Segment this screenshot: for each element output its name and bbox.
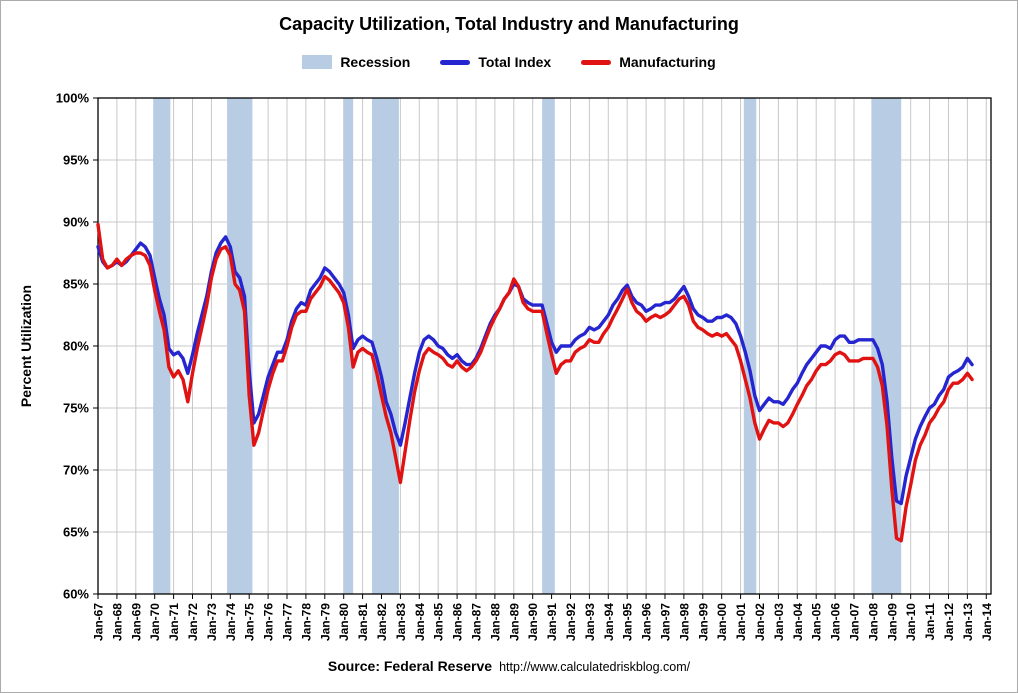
svg-text:Jan-96: Jan-96 bbox=[640, 603, 654, 641]
svg-text:Jan-88: Jan-88 bbox=[488, 603, 502, 641]
legend-label-total-index: Total Index bbox=[478, 54, 552, 70]
svg-text:65%: 65% bbox=[63, 525, 89, 540]
svg-text:Jan-09: Jan-09 bbox=[885, 603, 899, 641]
svg-text:Jan-74: Jan-74 bbox=[224, 603, 238, 641]
total-index-swatch bbox=[440, 59, 471, 65]
svg-text:Jan-13: Jan-13 bbox=[961, 603, 975, 641]
recession-band bbox=[372, 98, 399, 594]
svg-text:Jan-70: Jan-70 bbox=[148, 603, 162, 641]
svg-text:Jan-95: Jan-95 bbox=[621, 603, 635, 641]
svg-text:Jan-06: Jan-06 bbox=[829, 603, 843, 641]
svg-text:Jan-03: Jan-03 bbox=[772, 603, 786, 641]
svg-text:70%: 70% bbox=[63, 463, 89, 478]
legend-item-recession: Recession bbox=[302, 54, 410, 70]
svg-text:Jan-73: Jan-73 bbox=[205, 603, 219, 641]
svg-text:Jan-75: Jan-75 bbox=[243, 603, 257, 641]
svg-text:Jan-07: Jan-07 bbox=[847, 603, 861, 641]
svg-text:Jan-72: Jan-72 bbox=[186, 603, 200, 641]
svg-text:Jan-71: Jan-71 bbox=[167, 603, 181, 641]
recession-band bbox=[343, 98, 354, 594]
svg-text:Jan-84: Jan-84 bbox=[413, 603, 427, 641]
svg-text:Jan-00: Jan-00 bbox=[715, 603, 729, 641]
svg-text:Jan-97: Jan-97 bbox=[658, 603, 672, 641]
svg-text:Jan-01: Jan-01 bbox=[734, 603, 748, 641]
legend-label-recession: Recession bbox=[340, 54, 411, 70]
svg-text:Jan-12: Jan-12 bbox=[942, 603, 956, 641]
svg-text:Jan-78: Jan-78 bbox=[299, 603, 313, 641]
svg-text:Jan-68: Jan-68 bbox=[110, 603, 124, 641]
svg-text:Jan-67: Jan-67 bbox=[92, 603, 106, 641]
svg-text:Jan-93: Jan-93 bbox=[583, 603, 597, 641]
svg-text:95%: 95% bbox=[63, 153, 89, 168]
svg-text:Jan-05: Jan-05 bbox=[810, 603, 824, 641]
legend-item-total-index: Total Index bbox=[440, 54, 551, 70]
svg-text:Jan-86: Jan-86 bbox=[451, 603, 465, 641]
svg-text:Jan-99: Jan-99 bbox=[696, 603, 710, 641]
x-axis: Jan-67 Jan-68 Jan-69 Jan-70 Jan-71 Jan-72 Jan-… bbox=[92, 594, 994, 641]
svg-text:Jan-83: Jan-83 bbox=[394, 603, 408, 641]
svg-text:Jan-02: Jan-02 bbox=[753, 603, 767, 641]
svg-text:Jan-91: Jan-91 bbox=[545, 603, 559, 641]
legend-item-manufacturing: Manufacturing bbox=[581, 54, 716, 70]
legend: Recession Total Index Manufacturing bbox=[1, 54, 1017, 70]
svg-text:Jan-08: Jan-08 bbox=[866, 603, 880, 641]
manufacturing-swatch bbox=[581, 59, 612, 65]
svg-text:Jan-92: Jan-92 bbox=[564, 603, 578, 641]
svg-text:80%: 80% bbox=[63, 339, 89, 354]
series-manufacturing bbox=[96, 222, 974, 543]
svg-text:Jan-14: Jan-14 bbox=[980, 603, 994, 641]
svg-text:75%: 75% bbox=[63, 401, 89, 416]
svg-text:Jan-89: Jan-89 bbox=[507, 603, 521, 641]
svg-text:Jan-87: Jan-87 bbox=[469, 603, 483, 641]
recession-swatch bbox=[302, 55, 333, 69]
svg-text:Jan-90: Jan-90 bbox=[526, 603, 540, 641]
svg-text:100%: 100% bbox=[56, 91, 90, 106]
svg-text:Jan-82: Jan-82 bbox=[375, 603, 389, 641]
svg-text:Jan-98: Jan-98 bbox=[677, 603, 691, 641]
svg-text:85%: 85% bbox=[63, 277, 89, 292]
svg-text:Jan-80: Jan-80 bbox=[337, 603, 351, 641]
recession-band bbox=[153, 98, 171, 594]
svg-text:Jan-76: Jan-76 bbox=[262, 603, 276, 641]
svg-text:Jan-77: Jan-77 bbox=[280, 603, 294, 641]
y-axis: 60% 65% 70% 75% 80% 85% 90% 95% 100% bbox=[56, 91, 98, 602]
chart-title: Capacity Utilization, Total Industry and… bbox=[279, 14, 739, 34]
svg-text:90%: 90% bbox=[63, 215, 89, 230]
recession-band bbox=[743, 98, 757, 594]
legend-label-manufacturing: Manufacturing bbox=[619, 54, 716, 70]
series-total-index bbox=[96, 235, 974, 506]
svg-text:Jan-11: Jan-11 bbox=[923, 603, 937, 641]
y-axis-title: Percent Utilization bbox=[18, 285, 34, 407]
svg-text:Jan-69: Jan-69 bbox=[129, 603, 143, 641]
svg-text:Jan-04: Jan-04 bbox=[791, 603, 805, 641]
source-url: http://www.calculatedriskblog.com/ bbox=[499, 660, 691, 674]
source-line: Source: Federal Reserve http://www.calcul… bbox=[1, 658, 1017, 676]
svg-text:60%: 60% bbox=[63, 587, 89, 602]
svg-text:Jan-10: Jan-10 bbox=[904, 603, 918, 641]
svg-text:Jan-81: Jan-81 bbox=[356, 603, 370, 641]
source-label: Source: Federal Reserve bbox=[327, 658, 493, 674]
svg-text:Jan-85: Jan-85 bbox=[432, 603, 446, 641]
svg-text:Jan-79: Jan-79 bbox=[318, 603, 332, 641]
svg-text:Jan-94: Jan-94 bbox=[602, 603, 616, 641]
